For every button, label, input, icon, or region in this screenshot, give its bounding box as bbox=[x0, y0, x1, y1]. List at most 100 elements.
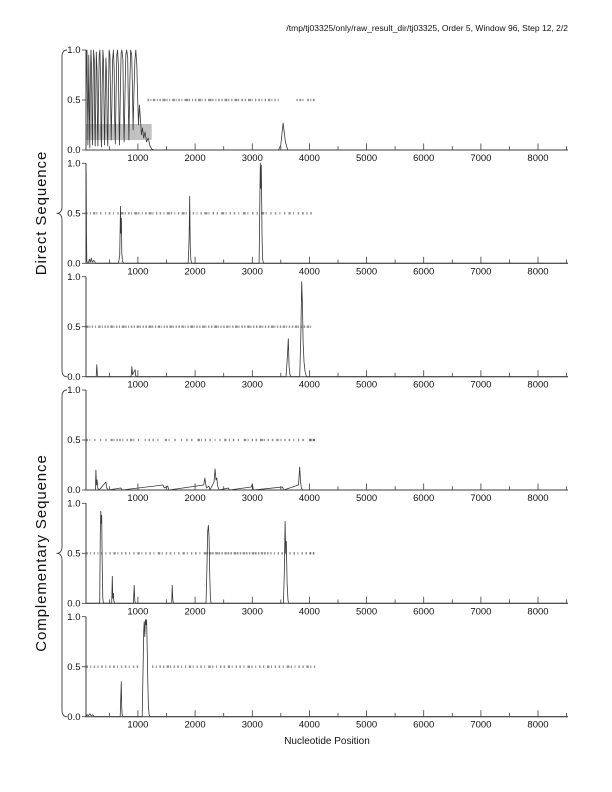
subplot-2-direct: 1000 2000 3000 4000 5000 6000 7000 8000 1.0 0.5 0.… bbox=[67, 159, 568, 277]
y-tick-label: 0.0 bbox=[67, 712, 80, 723]
y-tick-label: 0.0 bbox=[67, 372, 80, 383]
x-tick-label: 4000 bbox=[299, 493, 320, 504]
x-tick-label: 8000 bbox=[527, 266, 548, 277]
match-markers bbox=[86, 212, 312, 215]
x-tick-label: 3000 bbox=[242, 493, 263, 504]
x-tick-label: 4000 bbox=[299, 380, 320, 391]
x-tick-label: 4000 bbox=[299, 153, 320, 164]
probability-curve bbox=[86, 281, 568, 378]
y-tick-label: 1.0 bbox=[67, 612, 80, 623]
subplot-1-direct: 1000 2000 3000 4000 5000 6000 7000 8000 1.0 0.5 0.… bbox=[67, 45, 568, 164]
x-tick-label: 2000 bbox=[185, 720, 206, 731]
y-tick-label: 1.0 bbox=[67, 272, 80, 283]
x-tick-label: 5000 bbox=[356, 266, 377, 277]
axes-spines bbox=[85, 616, 568, 718]
x-tick-label: 5000 bbox=[356, 606, 377, 617]
probability-curve bbox=[85, 162, 568, 264]
x-tick-label: 1000 bbox=[127, 493, 148, 504]
y-axis: 1.0 0.5 0.0 bbox=[67, 499, 86, 610]
x-tick-label: 6000 bbox=[413, 606, 434, 617]
y-tick-label: 0.0 bbox=[67, 599, 80, 610]
subplot-6-complementary: 1000 2000 3000 4000 5000 6000 7000 8000 1.0 0.5 0.… bbox=[67, 612, 568, 731]
x-tick-label: 8000 bbox=[527, 380, 548, 391]
x-tick-label: 6000 bbox=[413, 493, 434, 504]
x-axis: 1000 2000 3000 4000 5000 6000 7000 8000 bbox=[109, 143, 567, 164]
x-tick-label: 2000 bbox=[185, 153, 206, 164]
x-tick-label: 8000 bbox=[527, 720, 548, 731]
probability-curve bbox=[85, 49, 568, 151]
x-tick-label: 4000 bbox=[299, 606, 320, 617]
y-tick-label: 1.0 bbox=[67, 385, 80, 396]
axes-spines bbox=[85, 163, 568, 264]
y-axis: 1.0 0.5 0.0 bbox=[67, 612, 86, 723]
plot-title: /tmp/tj03325/only/raw_result_dir/tj03325… bbox=[286, 23, 568, 33]
x-axis: 1000 2000 3000 4000 5000 6000 7000 8000 bbox=[109, 710, 567, 731]
x-tick-label: 1000 bbox=[127, 720, 148, 731]
match-markers bbox=[86, 665, 316, 668]
y-tick-label: 0.0 bbox=[67, 145, 80, 156]
y-axis: 1.0 0.5 0.0 bbox=[67, 385, 86, 496]
probability-curve bbox=[86, 466, 568, 491]
y-tick-label: 1.0 bbox=[67, 45, 80, 56]
subplot-4-complementary: 1000 2000 3000 4000 5000 6000 7000 8000 1.0 0.5 0.… bbox=[67, 385, 568, 504]
x-tick-label: 8000 bbox=[527, 493, 548, 504]
y-tick-label: 0.5 bbox=[67, 322, 80, 333]
y-tick-label: 0.5 bbox=[67, 95, 80, 106]
x-tick-label: 7000 bbox=[470, 153, 491, 164]
y-tick-label: 0.5 bbox=[67, 662, 80, 673]
axes-spines bbox=[85, 50, 568, 151]
x-tick-label: 6000 bbox=[413, 720, 434, 731]
complementary-group-brace bbox=[56, 389, 68, 718]
x-axis-title: Nucleotide Position bbox=[284, 736, 370, 747]
y-tick-label: 0.0 bbox=[67, 259, 80, 270]
x-tick-label: 1000 bbox=[127, 266, 148, 277]
match-markers bbox=[86, 552, 315, 555]
x-tick-label: 8000 bbox=[527, 153, 548, 164]
x-axis: 1000 2000 3000 4000 5000 6000 7000 8000 bbox=[109, 596, 567, 617]
subplots-group: 1000 2000 3000 4000 5000 6000 7000 8000 1.0 0.5 0.… bbox=[67, 45, 568, 731]
x-tick-label: 2000 bbox=[185, 266, 206, 277]
x-tick-label: 6000 bbox=[413, 380, 434, 391]
x-tick-label: 3000 bbox=[242, 720, 263, 731]
match-markers bbox=[86, 438, 315, 442]
x-tick-label: 3000 bbox=[242, 380, 263, 391]
x-tick-label: 6000 bbox=[413, 153, 434, 164]
match-markers bbox=[86, 325, 312, 328]
x-tick-label: 2000 bbox=[185, 380, 206, 391]
x-tick-label: 3000 bbox=[242, 606, 263, 617]
x-axis: 1000 2000 3000 4000 5000 6000 7000 8000 bbox=[109, 370, 567, 391]
y-axis: 1.0 0.5 0.0 bbox=[67, 159, 86, 270]
x-axis: 1000 2000 3000 4000 5000 6000 7000 8000 bbox=[109, 483, 567, 504]
y-tick-label: 1.0 bbox=[67, 159, 80, 170]
x-tick-label: 4000 bbox=[299, 720, 320, 731]
x-tick-label: 5000 bbox=[356, 380, 377, 391]
x-tick-label: 5000 bbox=[356, 493, 377, 504]
x-tick-label: 8000 bbox=[527, 606, 548, 617]
x-tick-label: 3000 bbox=[242, 266, 263, 277]
x-tick-label: 7000 bbox=[470, 380, 491, 391]
subplot-5-complementary: 1000 2000 3000 4000 5000 6000 7000 8000 1.0 0.5 0.… bbox=[67, 499, 568, 617]
x-tick-label: 4000 bbox=[299, 266, 320, 277]
y-axis: 1.0 0.5 0.0 bbox=[67, 45, 86, 156]
x-tick-label: 5000 bbox=[356, 720, 377, 731]
x-tick-label: 7000 bbox=[470, 266, 491, 277]
probability-curve bbox=[86, 510, 568, 604]
y-tick-label: 0.5 bbox=[67, 549, 80, 560]
y-axis: 1.0 0.5 0.0 bbox=[67, 272, 86, 383]
x-tick-label: 7000 bbox=[470, 606, 491, 617]
direct-group-brace bbox=[56, 49, 68, 378]
y-tick-label: 0.5 bbox=[67, 209, 80, 220]
x-tick-label: 7000 bbox=[470, 720, 491, 731]
x-tick-label: 2000 bbox=[185, 493, 206, 504]
match-markers bbox=[147, 98, 315, 102]
subplot-3-direct: 1000 2000 3000 4000 5000 6000 7000 8000 1.0 0.5 0.… bbox=[67, 272, 568, 391]
direct-sequence-label: Direct Sequence bbox=[33, 151, 50, 275]
x-tick-label: 6000 bbox=[413, 266, 434, 277]
x-tick-label: 7000 bbox=[470, 493, 491, 504]
x-tick-label: 1000 bbox=[127, 380, 148, 391]
x-tick-label: 1000 bbox=[127, 606, 148, 617]
y-tick-label: 1.0 bbox=[67, 499, 80, 510]
complementary-sequence-label: Complementary Sequence bbox=[33, 454, 50, 651]
